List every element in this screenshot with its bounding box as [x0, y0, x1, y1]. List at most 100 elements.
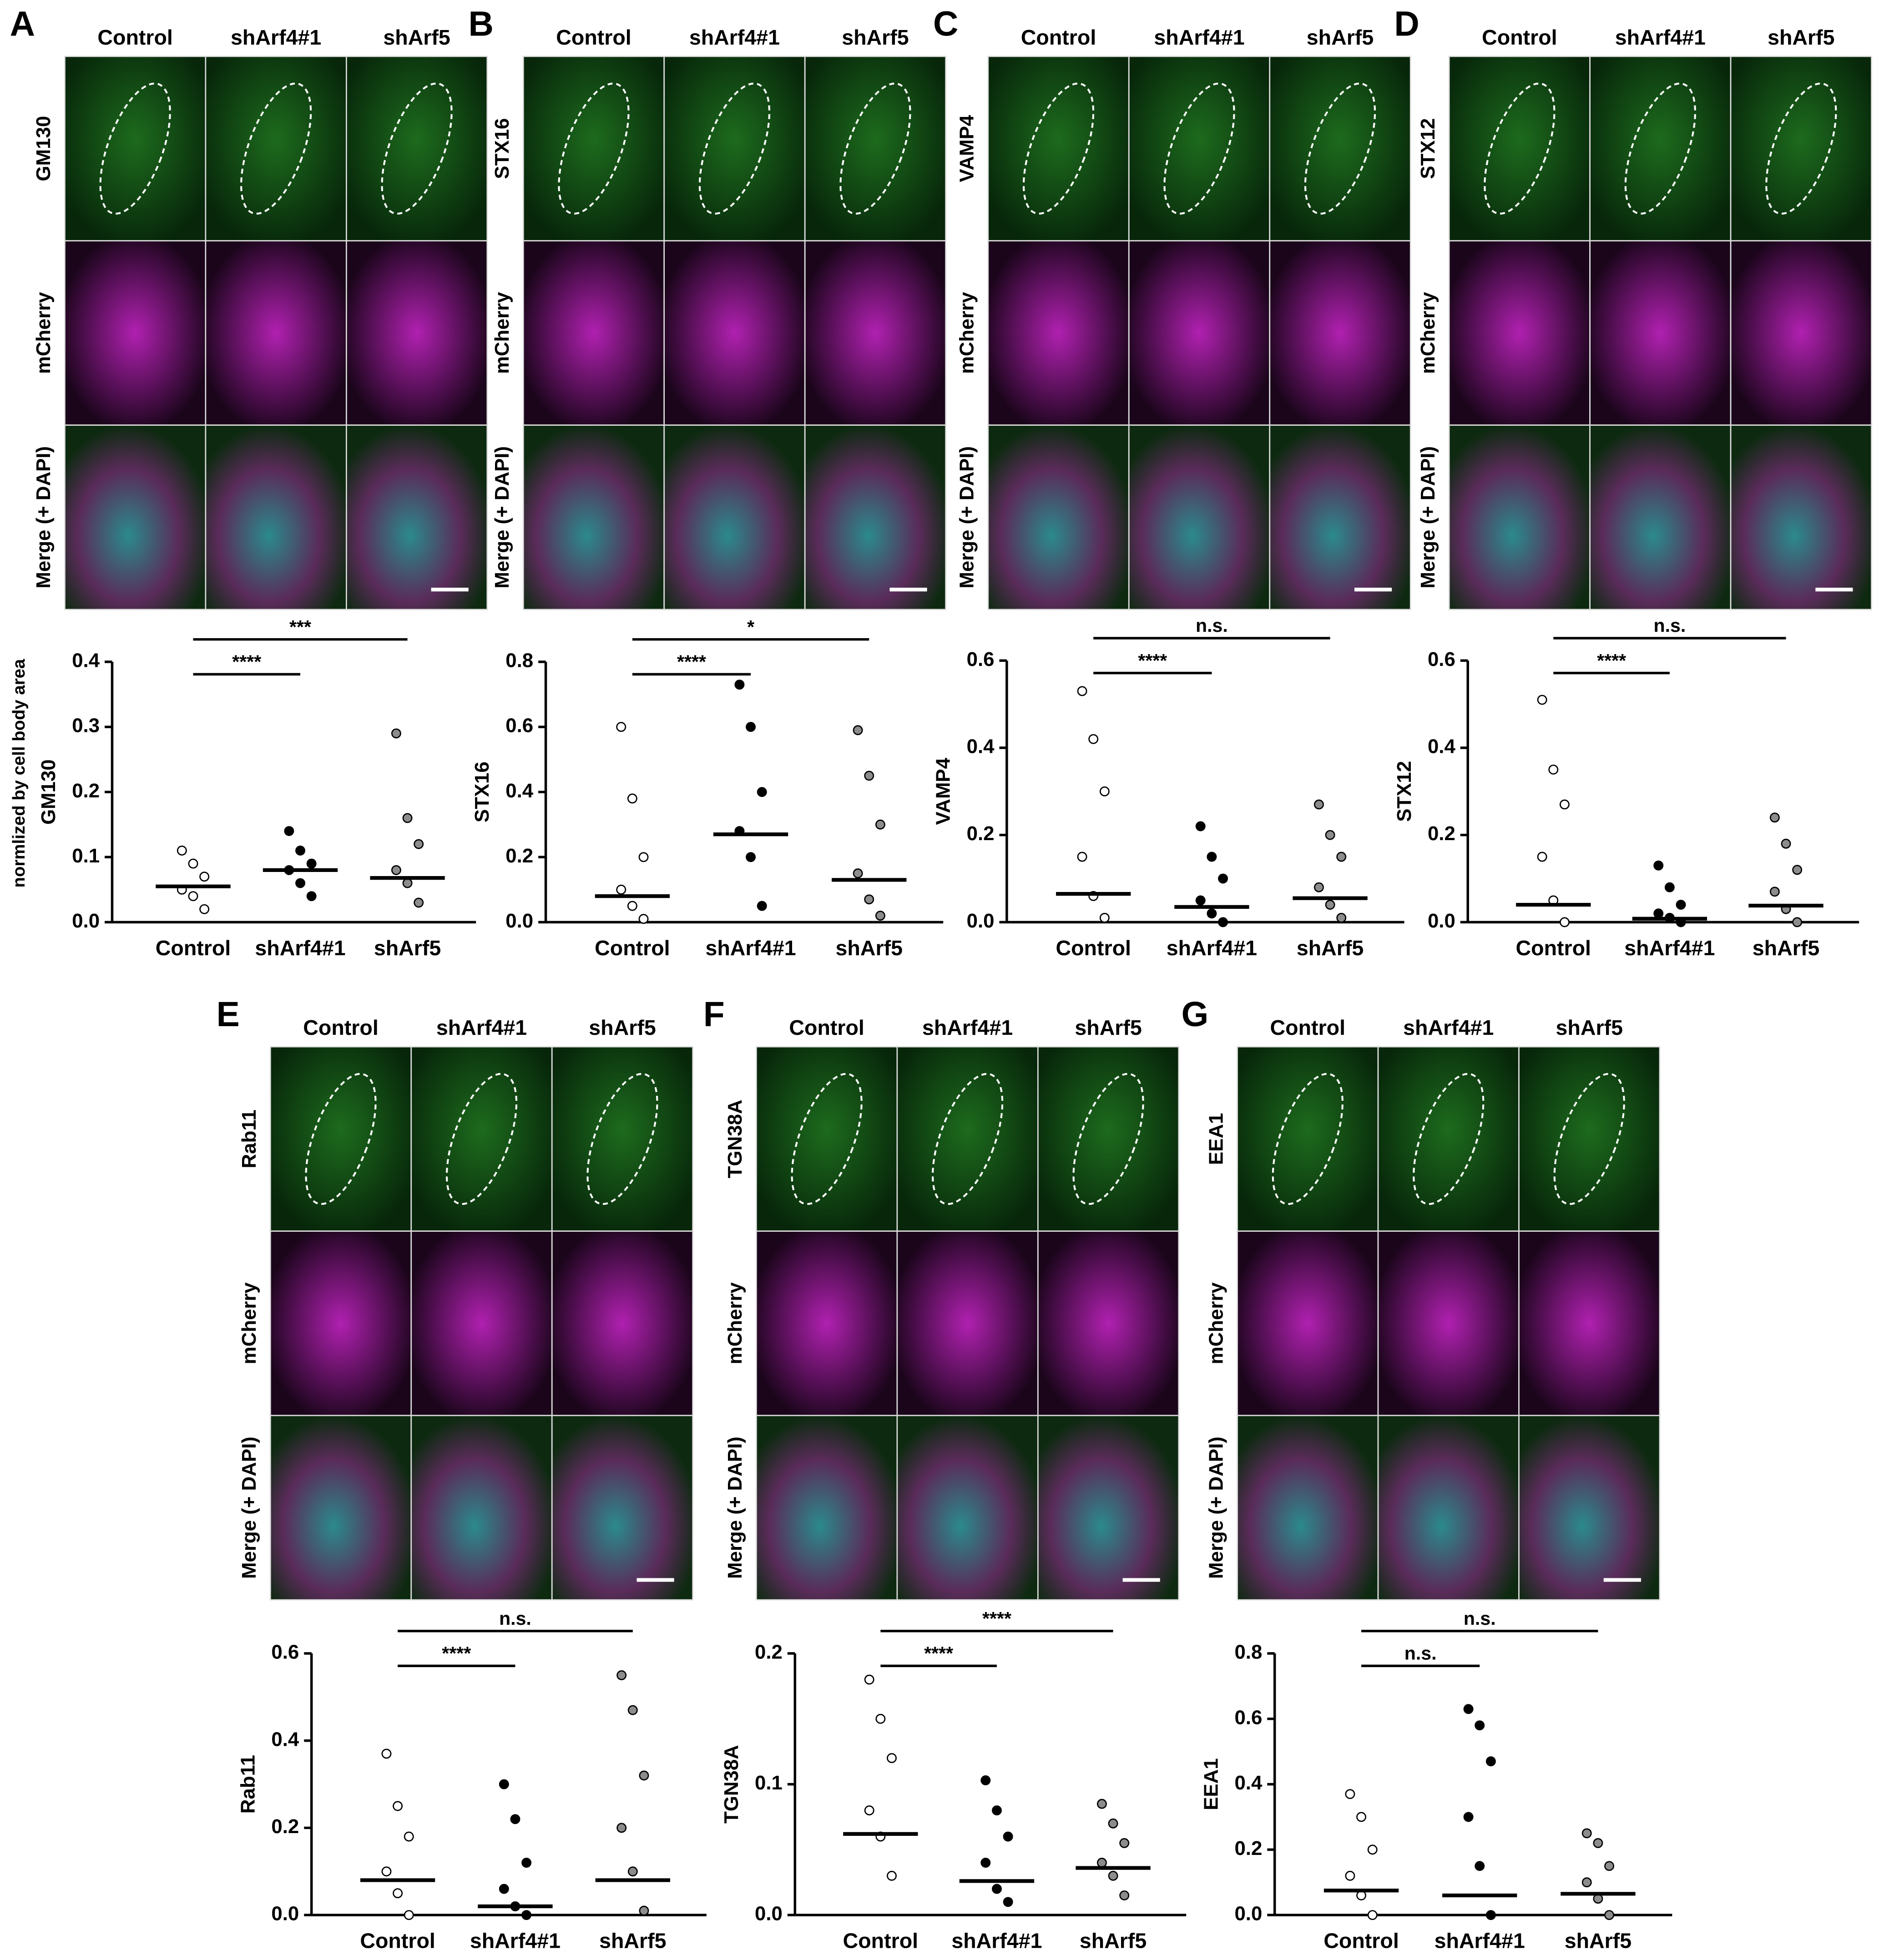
panel-label: E — [217, 995, 240, 1034]
micrograph — [1037, 1415, 1180, 1601]
panel-label: A — [10, 5, 35, 43]
cell-outline — [586, 1073, 658, 1205]
x-tick-label: shArf5 — [836, 936, 903, 960]
x-tick-label: shArf4#1 — [1435, 1929, 1525, 1953]
column-header: shArf5 — [589, 1016, 656, 1039]
data-point — [402, 878, 413, 888]
data-point — [1119, 1890, 1130, 1900]
data-point — [1593, 1838, 1603, 1848]
data-point — [414, 897, 424, 908]
micrograph — [64, 240, 207, 426]
micrograph — [1269, 240, 1411, 426]
row-label: GM130 — [32, 116, 55, 181]
data-point — [1559, 799, 1570, 810]
data-point — [393, 1801, 403, 1811]
data-point — [864, 771, 874, 781]
cell-outline — [1765, 82, 1837, 215]
significance-label: * — [747, 616, 754, 637]
micrograph — [896, 1415, 1039, 1601]
x-tick-label: Control — [1516, 936, 1591, 960]
y-tick-label: 0.4 — [967, 736, 995, 758]
data-point — [381, 1748, 392, 1759]
row-label: Merge (+ DAPI) — [238, 1436, 260, 1579]
micrograph — [269, 1046, 412, 1232]
micrograph — [551, 1415, 694, 1601]
data-point — [521, 1858, 532, 1868]
cell-outline — [1484, 82, 1556, 215]
y-tick-label: 0.6 — [271, 1641, 299, 1663]
micrograph — [410, 1230, 553, 1416]
data-point — [391, 865, 401, 875]
micrograph — [896, 1230, 1039, 1416]
y-tick-label: 0.3 — [72, 715, 100, 737]
data-point — [1664, 882, 1675, 892]
micrograph — [522, 55, 665, 242]
row-label: mCherry — [32, 292, 55, 374]
y-tick-label: 0.0 — [72, 910, 100, 932]
data-point — [414, 839, 424, 849]
data-point — [1313, 799, 1324, 810]
micrograph — [1730, 424, 1872, 610]
micrograph — [1377, 1046, 1520, 1232]
x-tick-label: Control — [843, 1929, 918, 1953]
row-label: Merge (+ DAPI) — [724, 1436, 746, 1579]
micrograph — [896, 1046, 1039, 1232]
x-tick-label: shArf4#1 — [1624, 936, 1715, 960]
column-header: shArf5 — [842, 25, 909, 49]
micrograph — [1269, 424, 1411, 610]
y-tick-label: 0.2 — [271, 1815, 299, 1838]
data-point — [381, 1866, 392, 1877]
data-point — [1325, 830, 1335, 840]
data-point — [1218, 873, 1228, 884]
cell-outline — [558, 82, 630, 215]
data-point — [402, 813, 413, 823]
column-header: shArf5 — [1307, 25, 1374, 49]
micrograph — [756, 1046, 898, 1232]
y-tick-label: 0.0 — [271, 1903, 299, 1925]
micrograph — [269, 1415, 412, 1601]
y-tick-label: 0.2 — [1428, 822, 1455, 845]
y-axis-note: normlized by cell body area — [9, 659, 29, 887]
data-point — [980, 1858, 991, 1868]
micrograph — [1377, 1415, 1520, 1601]
micrograph — [1589, 55, 1732, 242]
data-point — [1559, 917, 1570, 927]
data-point — [1463, 1704, 1474, 1714]
cell-outline — [698, 82, 771, 215]
cell-outline — [1624, 82, 1696, 215]
data-point — [284, 826, 294, 836]
data-point — [746, 722, 756, 732]
row-label: Merge (+ DAPI) — [1417, 446, 1439, 589]
micrograph — [1589, 240, 1732, 426]
y-tick-label: 0.0 — [967, 910, 995, 932]
cell-outline — [1272, 1073, 1344, 1205]
significance-label: *** — [289, 616, 311, 637]
micrograph — [345, 424, 488, 610]
row-label: Merge (+ DAPI) — [956, 446, 978, 589]
data-point — [853, 868, 863, 879]
micrograph — [1518, 1415, 1661, 1601]
data-point — [1792, 917, 1803, 927]
micrograph — [1037, 1230, 1180, 1416]
x-tick-label: shArf4#1 — [470, 1929, 561, 1953]
data-point — [627, 1866, 638, 1877]
micrograph — [410, 1415, 553, 1601]
data-point — [393, 1888, 403, 1899]
micrograph — [1128, 240, 1271, 426]
significance-label: **** — [442, 1643, 471, 1664]
row-label: mCherry — [1205, 1282, 1227, 1365]
micrograph — [522, 424, 665, 610]
cell-outline — [381, 82, 453, 215]
row-label: Merge (+ DAPI) — [32, 446, 55, 589]
significance-label: **** — [232, 651, 261, 672]
cell-outline — [445, 1073, 518, 1205]
column-header: shArf5 — [1768, 25, 1834, 49]
column-header: Control — [556, 25, 631, 49]
data-point — [887, 1753, 897, 1763]
x-tick-label: Control — [595, 936, 670, 960]
column-header: Control — [303, 1016, 378, 1039]
data-point — [734, 680, 745, 690]
data-point — [992, 1884, 1002, 1894]
column-header: shArf5 — [1075, 1016, 1142, 1039]
